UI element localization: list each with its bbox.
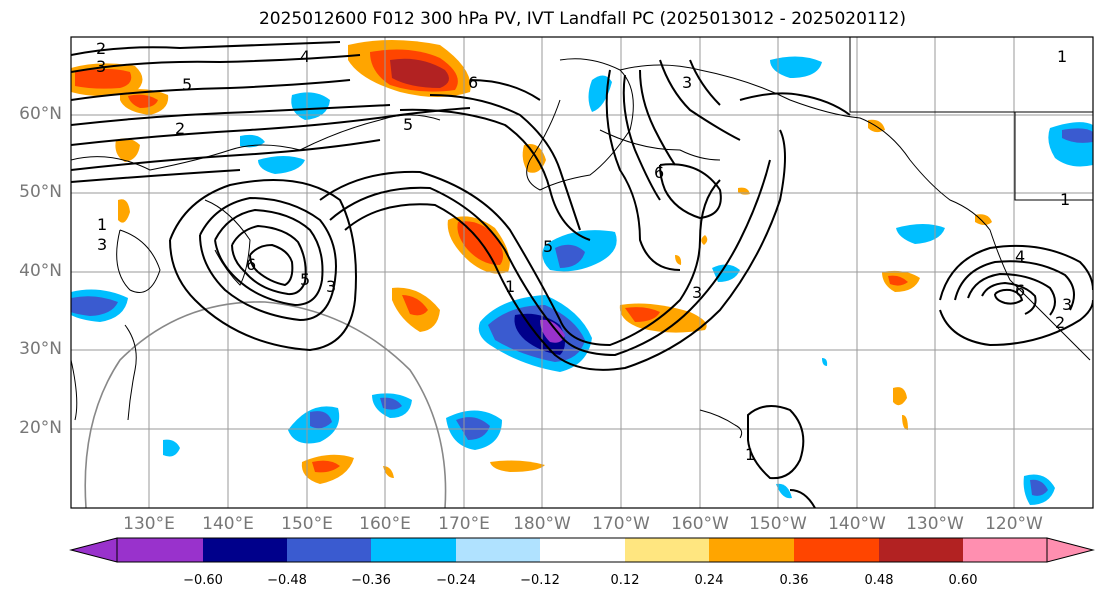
colorbar-tick-label: 0.24 <box>694 573 724 588</box>
lon-label: 140°W <box>828 514 886 534</box>
colorbar-tick-label: −0.12 <box>520 573 560 588</box>
lon-label: 170°E <box>438 514 490 534</box>
contour-label: 2 <box>1055 313 1065 332</box>
contour-label: 2 <box>96 39 106 58</box>
contour-label: 1 <box>97 215 107 234</box>
colorbar-segment <box>794 538 879 562</box>
contour-label: 5 <box>543 237 553 256</box>
colorbar-extend-low <box>69 537 118 563</box>
lon-label: 160°E <box>359 514 411 534</box>
lon-label: 160°W <box>671 514 729 534</box>
lon-label: 130°W <box>906 514 964 534</box>
lon-label: 130°E <box>123 514 175 534</box>
lon-label: 180°W <box>513 514 571 534</box>
contour-label: 3 <box>326 277 336 296</box>
colorbar-segment <box>625 538 709 562</box>
contour-label: 1 <box>1057 47 1067 66</box>
map-panel: 2 3 5 2 4 6 3 5 6 1 3 6 5 3 1 5 3 1 4 6 … <box>71 37 1093 508</box>
colorbar-segment <box>540 538 625 562</box>
contour-label: 4 <box>300 47 310 66</box>
contour-label: 3 <box>97 235 107 254</box>
contour-label: 6 <box>468 73 478 92</box>
colorbar-segment <box>287 538 371 562</box>
colorbar-tick-label: −0.24 <box>436 573 476 588</box>
colorbar-tick-label: 0.48 <box>864 573 894 588</box>
colorbar-segment <box>456 538 540 562</box>
colorbar-tick-label: −0.60 <box>183 573 223 588</box>
lat-label: 40°N <box>19 261 62 281</box>
lon-label: 150°W <box>749 514 807 534</box>
contour-label: 6 <box>1015 281 1025 300</box>
colorbar-tick-label: −0.36 <box>351 573 391 588</box>
contour-label: 3 <box>682 73 692 92</box>
contour-label: 3 <box>96 57 106 76</box>
lon-label: 120°W <box>985 514 1043 534</box>
contour-label: 1 <box>505 277 515 296</box>
lat-label: 60°N <box>19 104 62 124</box>
contour-label: 4 <box>1015 247 1025 266</box>
contour-label: 1 <box>745 445 755 464</box>
colorbar-tick-label: 0.60 <box>948 573 978 588</box>
contour-label: 3 <box>1062 295 1072 314</box>
map-frame <box>70 36 1094 509</box>
lon-label: 140°E <box>202 514 254 534</box>
lat-label: 50°N <box>19 182 62 202</box>
contour-label: 2 <box>175 119 185 138</box>
contour-label-group: 2 3 5 2 4 6 3 5 6 1 3 6 5 3 1 5 3 1 4 6 … <box>96 39 1072 464</box>
contour-label: 5 <box>182 75 192 94</box>
colorbar-segment <box>963 538 1047 562</box>
contour-label: 3 <box>692 283 702 302</box>
colorbar-extend-high <box>1046 537 1095 563</box>
lon-label: 170°W <box>592 514 650 534</box>
range-circle <box>84 301 447 508</box>
map-title: 2025012600 F012 300 hPa PV, IVT Landfall… <box>258 9 906 29</box>
colorbar-tick-label: 0.36 <box>779 573 809 588</box>
contour-label: 5 <box>300 270 310 289</box>
colorbar-segment <box>879 538 963 562</box>
colorbar-segment <box>709 538 794 562</box>
colorbar-segment <box>203 538 287 562</box>
colorbar-tick-label: 0.12 <box>610 573 640 588</box>
lat-label: 30°N <box>19 339 62 359</box>
lat-label: 20°N <box>19 418 62 438</box>
coastlines <box>71 37 1093 439</box>
contour-label: 6 <box>246 255 256 274</box>
pv-shading <box>71 40 1093 505</box>
colorbar-tick-label: −0.48 <box>267 573 307 588</box>
colorbar-segment <box>117 538 203 562</box>
pv-contours <box>71 41 1093 508</box>
contour-label: 6 <box>654 163 664 182</box>
contour-label: 1 <box>1060 190 1070 209</box>
colorbar <box>69 537 1095 563</box>
contour-label: 5 <box>403 115 413 134</box>
lon-label: 150°E <box>281 514 333 534</box>
colorbar-segment <box>371 538 456 562</box>
graticule <box>71 37 1093 508</box>
